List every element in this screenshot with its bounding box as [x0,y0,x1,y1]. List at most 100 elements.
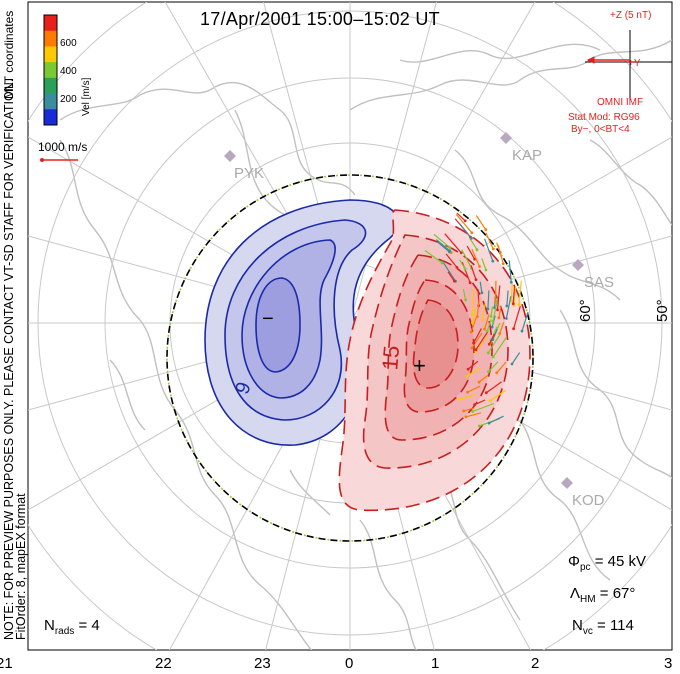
vector-scale-label: 1000 m/s [38,140,88,154]
velocity-vector-origin [498,332,502,335]
lambda-symbol: Λ [570,585,581,602]
velocity-vector-origin [470,236,473,240]
velocity-vector [445,253,458,268]
velocity-vector [484,314,490,330]
velocity-vector-origin [486,351,490,355]
velocity-vector-origin [457,397,461,401]
imf-y-label: +Y [628,58,641,69]
velocity-vector [482,303,486,320]
velocity-vector [459,259,466,270]
velocity-vector [488,361,499,373]
positive-contour-label: 15 [377,345,404,372]
velocity-vector-origin [470,231,474,235]
velocity-vector [473,328,482,344]
cross-polar-potential: Φpc = 45 kV [568,553,646,573]
velocity-vector [489,389,506,402]
velocity-vector-origin [487,421,491,425]
velocity-vector-origin [463,219,467,223]
velocity-vector [465,412,482,418]
nvc-symbol: N [572,617,583,634]
velocity-vector [487,334,501,354]
velocity-vector [435,239,451,252]
velocity-vector-origin [465,374,469,378]
velocity-vector-origin [474,278,478,281]
statistical-model: Stat Mod: RG96 [568,112,640,123]
phi-sub: pc [579,562,591,573]
velocity-vector-origin [488,399,492,403]
mlt-tick-3: 3 [664,655,673,672]
velocity-vector [481,258,487,271]
velocity-vector-origin [484,228,488,232]
velocity-vector-origin [453,279,456,283]
velocity-vector [470,265,477,280]
hm-boundary-latitude: ΛHM = 67° [570,585,635,605]
velocity-vector [521,311,529,332]
mlt-tick-1: 1 [431,655,440,672]
velocity-vector [467,360,479,370]
map-title: 17/Apr/2001 15:00–15:02 UT [200,9,440,29]
radar-count: Nrads = 4 [44,617,100,637]
velocity-vector [458,394,476,400]
velocity-vector [498,306,502,318]
lambda-value: = 67° [599,585,636,602]
mlt-tick-0: 0 [345,655,354,672]
velocity-vector-origin [464,298,467,302]
velocity-vector [513,285,517,306]
velocity-vector [488,333,495,345]
colorbar-tick-600: 600 [60,38,77,49]
velocity-vector-origin [462,409,466,413]
colorbar-title: Vel [m/s] [81,77,92,116]
velocity-vector [463,407,475,412]
velocity-vector [475,215,487,231]
mlt-tick-21: 21 [0,655,13,672]
nrads-symbol: N [44,617,55,634]
velocity-vector [472,402,495,413]
velocity-vector-origin [440,261,444,265]
velocity-vector-origin [473,403,476,407]
velocity-vector-origin [477,380,481,384]
velocity-vector-origin [474,350,478,354]
colorbar-band [44,30,57,47]
phi-symbol: Φ [568,553,580,570]
velocity-vector-origin [485,329,489,333]
velocity-vector [492,336,508,358]
velocity-vector-origin [505,304,509,308]
velocity-vector-origin [490,325,494,329]
station-markers [224,132,584,489]
velocity-vector [478,374,489,383]
velocity-vector [466,367,481,377]
velocity-colorbar [44,15,57,126]
colorbar-band [44,77,57,95]
velocity-vector [513,306,521,329]
velocity-vector [497,244,504,264]
velocity-vector [492,297,499,322]
velocity-vector [479,281,483,293]
velocity-vector [424,249,443,264]
velocity-vector [505,296,512,319]
velocity-vector-origin [509,280,513,284]
station-label-kod: KOD [572,492,605,509]
velocity-vector-origin [491,259,495,263]
velocity-vector [458,222,472,239]
velocity-vector [471,308,476,323]
velocity-vector-origin [459,251,463,255]
velocity-vector [471,332,483,349]
latitude-label-60: 60° [577,299,594,322]
phi-value: = 45 kV [594,553,646,570]
velocity-vector [496,285,501,310]
imf-condition: By−, 0<BT<4 [571,124,630,135]
velocity-vector [487,290,490,310]
colorbar-outline [43,14,58,126]
velocity-vector [462,289,467,301]
potential-min-marker: − [262,308,274,330]
velocity-vector [441,259,457,282]
fit-order-note: FitOrder: 8, mapEX format [14,493,28,640]
lambda-sub: HM [580,594,596,605]
velocity-vector [486,319,492,332]
imf-dial [585,30,672,100]
nrads-value: = 4 [78,617,100,634]
velocity-vector-origin [491,247,495,251]
velocity-vector [467,385,481,393]
imf-z-label: +Z (5 nT) [610,10,652,21]
velocity-vector [506,290,509,307]
